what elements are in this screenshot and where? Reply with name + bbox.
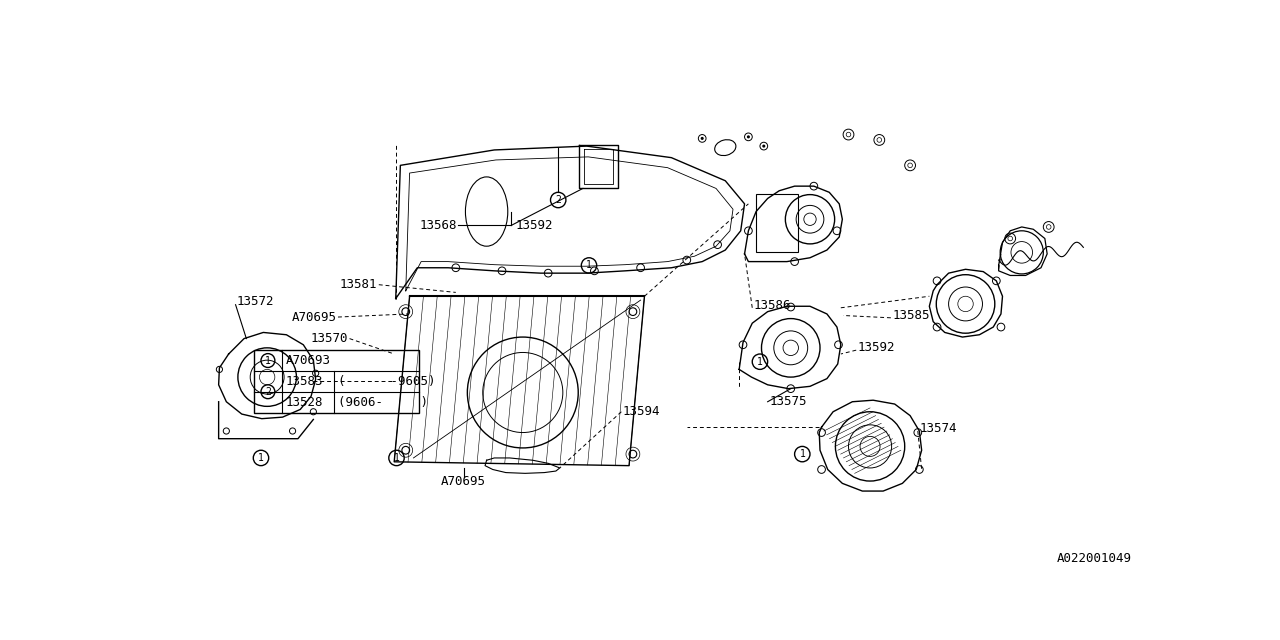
Text: 13583: 13583	[285, 375, 323, 388]
Text: A022001049: A022001049	[1056, 552, 1132, 564]
Text: 1: 1	[800, 449, 805, 459]
Text: 13581: 13581	[339, 278, 378, 291]
Text: A70695: A70695	[292, 310, 337, 324]
Text: 1: 1	[259, 453, 264, 463]
Text: A70693: A70693	[285, 354, 330, 367]
Text: 13592: 13592	[515, 219, 553, 232]
Text: (9606-     ): (9606- )	[338, 396, 428, 408]
Text: 13575: 13575	[769, 396, 806, 408]
Text: 1: 1	[586, 260, 591, 271]
Bar	[756, 194, 799, 252]
Text: 13592: 13592	[858, 341, 895, 355]
Text: 2: 2	[265, 387, 271, 397]
Text: A70695: A70695	[442, 474, 486, 488]
Text: 13586: 13586	[754, 299, 791, 312]
Bar	[253, 350, 419, 413]
Circle shape	[763, 145, 765, 148]
Circle shape	[700, 137, 704, 140]
Text: 13570: 13570	[311, 332, 348, 345]
Text: 13572: 13572	[237, 295, 274, 308]
Text: 13528: 13528	[285, 396, 323, 408]
Text: 2: 2	[556, 195, 561, 205]
Circle shape	[746, 135, 750, 138]
Text: 1: 1	[393, 453, 399, 463]
Text: 13594: 13594	[623, 405, 660, 419]
Text: 1: 1	[756, 356, 763, 367]
Text: 13568: 13568	[419, 219, 457, 232]
Text: 13585: 13585	[892, 309, 929, 322]
Text: 1: 1	[265, 356, 271, 365]
Text: 13574: 13574	[919, 422, 957, 435]
Text: (      -9605): ( -9605)	[338, 375, 435, 388]
